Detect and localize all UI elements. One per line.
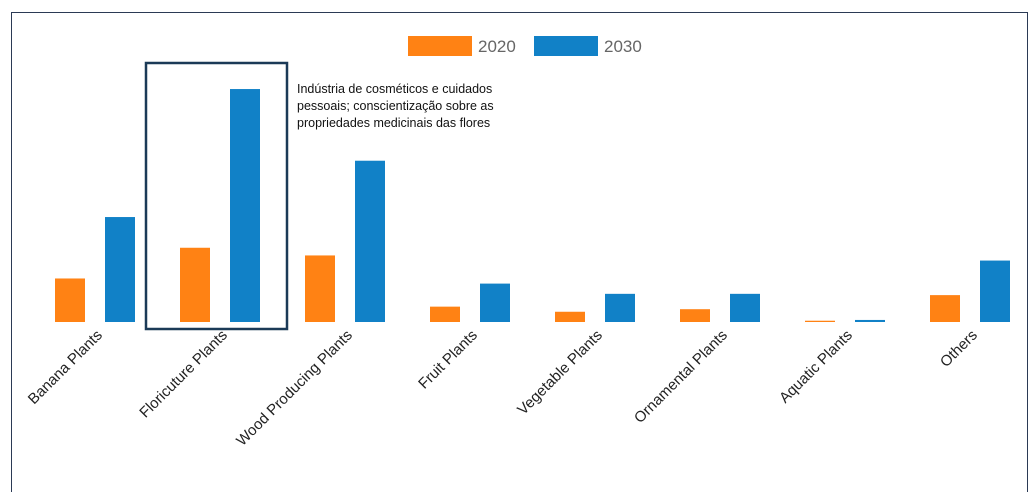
highlight-box xyxy=(144,61,289,331)
bar-2030-floricuture-plants[interactable] xyxy=(230,89,260,322)
annotation-text-line: pessoais; conscientização sobre as xyxy=(297,99,494,113)
annotation-text-line: propriedades medicinais das flores xyxy=(297,116,490,130)
bar-2030-ornamental-plants[interactable] xyxy=(730,293,760,322)
bars xyxy=(55,89,1010,322)
x-tick-label: Aquatic Plants xyxy=(776,327,856,407)
x-tick-label: Banana Plants xyxy=(25,327,106,408)
bar-2020-floricuture-plants[interactable] xyxy=(180,247,210,322)
annotation-text-line: Indústria de cosméticos e cuidados xyxy=(297,82,492,96)
legend-swatch-2030 xyxy=(534,36,598,56)
legend-label-2020: 2020 xyxy=(478,37,516,56)
bar-2020-banana-plants[interactable] xyxy=(55,278,85,322)
legend-swatch-2020 xyxy=(408,36,472,56)
x-tick-label: Vegetable Plants xyxy=(514,327,606,419)
bar-2030-vegetable-plants[interactable] xyxy=(605,293,635,322)
x-tick-label: Fruit Plants xyxy=(415,327,481,393)
bar-2020-aquatic-plants[interactable] xyxy=(805,320,835,322)
legend: 2020 2030 xyxy=(408,36,642,56)
bar-2030-wood-producing-plants[interactable] xyxy=(355,160,385,322)
bar-2020-fruit-plants[interactable] xyxy=(430,306,460,322)
bar-2030-aquatic-plants[interactable] xyxy=(855,319,885,322)
x-tick-label: Floricuture Plants xyxy=(136,327,231,422)
x-tick-label: Others xyxy=(937,327,981,371)
bar-2020-others[interactable] xyxy=(930,295,960,322)
bar-2020-ornamental-plants[interactable] xyxy=(680,309,710,322)
bar-2020-vegetable-plants[interactable] xyxy=(555,311,585,322)
annotation: Indústria de cosméticos e cuidados pessoa… xyxy=(144,61,494,331)
chart-frame xyxy=(11,12,1028,492)
x-axis-tick-labels: Banana Plants Floricuture Plants Wood Prod… xyxy=(25,327,981,450)
x-tick-label: Wood Producing Plants xyxy=(233,327,356,450)
legend-label-2030: 2030 xyxy=(604,37,642,56)
x-tick-label: Ornamental Plants xyxy=(631,327,731,427)
bar-2030-others[interactable] xyxy=(980,260,1010,322)
bar-2020-wood-producing-plants[interactable] xyxy=(305,255,335,322)
bar-2030-fruit-plants[interactable] xyxy=(480,283,510,322)
bar-2030-banana-plants[interactable] xyxy=(105,217,135,322)
